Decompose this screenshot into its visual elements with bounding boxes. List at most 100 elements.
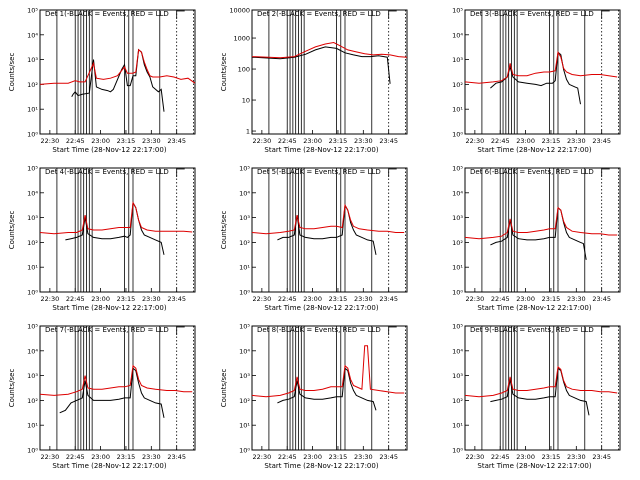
panel-det-6: Det 6(-BLACK = Events, RED = LLD 10⁰ 10¹ 10…	[452, 165, 621, 312]
panel-title: Det 2(-BLACK = Events, RED = LLD	[257, 10, 381, 18]
x-tick-label: 22:30	[40, 295, 59, 303]
y-tick-label: 10⁵	[27, 165, 38, 173]
series-lld-line	[251, 203, 405, 235]
x-axis-label: Start Time (28-Nov-12 22:17:00)	[264, 462, 378, 470]
x-tick-label: 22:45	[491, 295, 510, 303]
y-tick-label: 10²	[27, 239, 38, 247]
series-lld-line	[251, 41, 408, 59]
series-events-line	[71, 48, 165, 112]
corner-marker	[388, 326, 397, 335]
y-tick-label: 10¹	[27, 264, 38, 272]
x-tick-label: 23:00	[516, 295, 535, 303]
corner-marker	[601, 326, 610, 335]
y-tick-label: 10³	[452, 372, 463, 380]
x-axis-label: Start Time (28-Nov-12 22:17:00)	[52, 462, 166, 470]
panel-title: Det 7(-BLACK = Events, RED = LLD	[45, 326, 169, 334]
panel-det-1: Det 1(-BLACK = Events, RED = LLD 10⁰ 10¹ 10…	[8, 7, 196, 154]
y-tick-label: 10⁰	[452, 131, 463, 139]
plot-frame	[251, 9, 408, 135]
x-tick-label: 23:00	[91, 295, 110, 303]
x-tick-label: 23:45	[167, 453, 186, 461]
y-tick-label: 10⁵	[239, 323, 250, 331]
x-tick-label: 23:30	[142, 295, 161, 303]
y-tick-label: 10⁴	[239, 189, 250, 197]
series-lld-line	[39, 364, 193, 396]
x-tick-label: 23:30	[142, 137, 161, 145]
y-tick-label: 10⁰	[239, 289, 250, 297]
series-lld-line	[39, 48, 196, 85]
panel-title: Det 1(-BLACK = Events, RED = LLD	[45, 10, 169, 18]
x-tick-label: 23:30	[567, 295, 586, 303]
y-tick-label: 10⁴	[452, 31, 463, 39]
series-events-line	[490, 206, 587, 260]
x-tick-label: 22:30	[465, 453, 484, 461]
x-tick-label: 23:45	[167, 295, 186, 303]
y-tick-label: 100	[238, 66, 250, 74]
series-lld-line	[464, 365, 618, 398]
x-axis-label: Start Time (28-Nov-12 22:17:00)	[52, 304, 166, 312]
y-tick-label: 10³	[27, 214, 38, 222]
x-tick-label: 23:00	[303, 453, 322, 461]
y-tick-label: 10⁰	[452, 447, 463, 455]
y-tick-label: 1	[246, 128, 250, 136]
y-tick-label: 10¹	[452, 422, 463, 430]
y-tick-label: 10⁴	[452, 347, 463, 355]
y-tick-label: 10²	[27, 81, 38, 89]
x-tick-label: 22:30	[40, 137, 59, 145]
y-tick-label: 10³	[239, 214, 250, 222]
plot-frame	[464, 167, 621, 293]
x-axis-label: Start Time (28-Nov-12 22:17:00)	[264, 304, 378, 312]
plot-frame	[464, 9, 621, 135]
y-tick-label: 10¹	[239, 422, 250, 430]
x-axis-label: Start Time (28-Nov-12 22:17:00)	[477, 304, 591, 312]
plot-frame	[251, 325, 408, 451]
x-tick-label: 22:45	[278, 453, 297, 461]
y-tick-label: 10¹	[452, 264, 463, 272]
x-tick-label: 23:45	[379, 137, 398, 145]
x-tick-label: 23:30	[354, 295, 373, 303]
series-events-line	[490, 367, 590, 416]
plot-frame	[464, 325, 621, 451]
panel-title: Det 4(-BLACK = Events, RED = LLD	[45, 168, 169, 176]
x-tick-label: 23:45	[379, 453, 398, 461]
y-axis-label: Counts/sec	[220, 369, 228, 408]
x-tick-label: 23:30	[142, 453, 161, 461]
plot-frame	[39, 167, 196, 293]
y-tick-label: 10⁴	[452, 189, 463, 197]
x-tick-label: 23:00	[91, 137, 110, 145]
panel-det-2: Det 2(-BLACK = Events, RED = LLD 1 10 100 10…	[220, 7, 408, 154]
y-tick-label: 10⁵	[452, 7, 463, 15]
x-tick-label: 23:15	[117, 137, 136, 145]
y-tick-label: 10³	[452, 214, 463, 222]
y-axis-label: Counts/sec	[220, 53, 228, 92]
x-tick-label: 23:15	[542, 453, 561, 461]
x-tick-label: 22:45	[278, 295, 297, 303]
panel-title: Det 3(-BLACK = Events, RED = LLD	[470, 10, 594, 18]
corner-marker	[601, 10, 610, 19]
x-tick-label: 23:45	[592, 137, 611, 145]
y-tick-label: 10⁴	[27, 31, 38, 39]
panel-det-9: Det 9(-BLACK = Events, RED = LLD 10⁰ 10¹ 10…	[452, 323, 621, 470]
x-tick-label: 23:15	[117, 295, 136, 303]
x-tick-label: 23:00	[91, 453, 110, 461]
y-tick-label: 10²	[27, 397, 38, 405]
series-events-line	[251, 46, 391, 84]
panel-title: Det 6(-BLACK = Events, RED = LLD	[470, 168, 594, 176]
x-tick-label: 23:00	[303, 295, 322, 303]
x-tick-label: 22:45	[66, 295, 85, 303]
x-tick-label: 22:45	[491, 453, 510, 461]
y-tick-label: 10³	[452, 56, 463, 64]
x-tick-label: 23:15	[329, 137, 348, 145]
x-tick-label: 22:45	[278, 137, 297, 145]
x-axis-label: Start Time (28-Nov-12 22:17:00)	[477, 462, 591, 470]
x-tick-label: 22:45	[66, 453, 85, 461]
series-events-line	[277, 203, 377, 255]
y-tick-label: 10²	[239, 397, 250, 405]
corner-marker	[388, 10, 397, 19]
y-tick-label: 10⁴	[27, 347, 38, 355]
plot-frame	[251, 167, 408, 293]
panel-det-7: Det 7(-BLACK = Events, RED = LLD 10⁰ 10¹ 10…	[8, 323, 196, 470]
y-axis-label: Counts/sec	[8, 211, 16, 250]
y-tick-label: 10000	[229, 7, 250, 15]
